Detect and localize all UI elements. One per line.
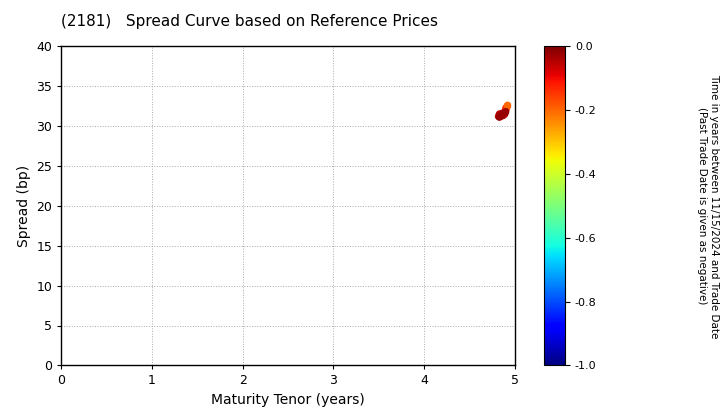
Point (500, 105, 511, 112)
Point (498, 112, 509, 119)
Point (500, 108, 511, 115)
Point (498, 110, 509, 117)
Y-axis label: Spread (bp): Spread (bp) (17, 165, 31, 247)
Point (498, 110, 510, 117)
Point (501, 103, 513, 110)
Point (498, 111, 510, 118)
Point (495, 113, 506, 120)
Point (499, 110, 510, 117)
Point (495, 113, 506, 120)
Point (495, 112, 507, 119)
Point (496, 111, 508, 118)
Point (495, 112, 507, 119)
Point (494, 110, 505, 117)
Point (492, 113, 504, 120)
Point (501, 104, 513, 111)
Point (494, 112, 505, 119)
Point (499, 109, 510, 116)
Y-axis label: Time in years between 11/15/2024 and Trade Date
(Past Trade Date is given as neg: Time in years between 11/15/2024 and Tra… (697, 74, 719, 338)
Point (500, 107, 511, 113)
Point (502, 102, 513, 109)
Point (502, 102, 513, 109)
X-axis label: Maturity Tenor (years): Maturity Tenor (years) (211, 393, 365, 407)
Point (496, 110, 508, 117)
Point (495, 111, 506, 118)
Text: (2181)   Spread Curve based on Reference Prices: (2181) Spread Curve based on Reference P… (61, 14, 438, 29)
Point (494, 114, 505, 121)
Point (498, 110, 509, 117)
Point (495, 110, 507, 117)
Point (498, 110, 510, 117)
Point (496, 111, 508, 118)
Point (499, 109, 510, 116)
